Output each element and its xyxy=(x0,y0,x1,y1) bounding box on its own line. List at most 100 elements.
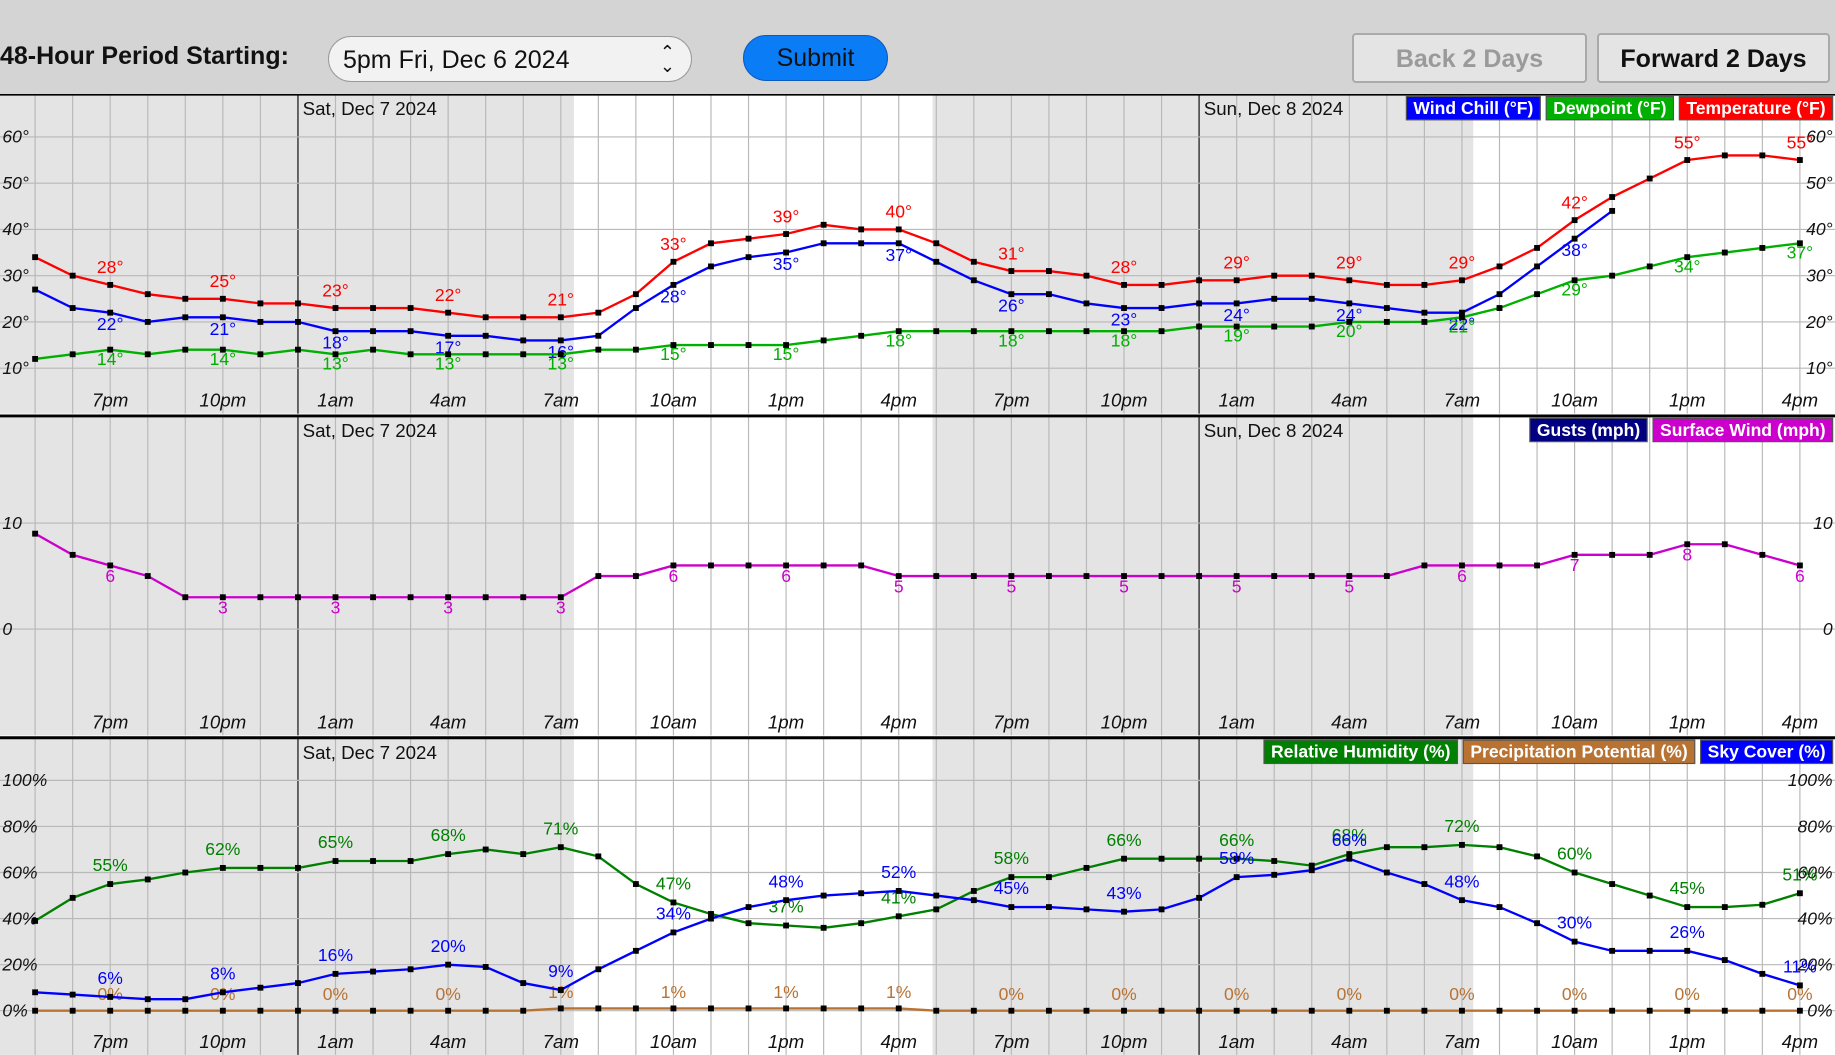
x-tick-label: 7pm xyxy=(92,1031,128,1052)
data-point xyxy=(1233,323,1240,330)
data-point xyxy=(1346,1007,1353,1014)
series-line xyxy=(35,857,1801,1001)
data-point xyxy=(970,258,977,265)
data-point xyxy=(895,888,902,894)
x-tick-label: 1pm xyxy=(1669,1031,1705,1052)
x-tick-label: 4am xyxy=(430,711,466,732)
forward-button[interactable]: Forward 2 Days xyxy=(1597,33,1830,83)
value-label: 43% xyxy=(1106,883,1141,903)
data-point xyxy=(1196,323,1203,330)
data-point xyxy=(1045,874,1052,881)
data-point xyxy=(1571,551,1578,558)
data-point xyxy=(708,240,714,247)
data-point xyxy=(482,314,489,321)
value-label: 1% xyxy=(661,982,686,1002)
data-point xyxy=(745,1005,752,1012)
data-point xyxy=(107,309,114,316)
night-shade xyxy=(0,95,574,414)
date-label: Sat, Dec 7 2024 xyxy=(303,742,437,763)
data-point xyxy=(820,240,827,247)
data-point xyxy=(1121,1007,1127,1014)
data-point xyxy=(933,240,940,247)
y-tick-label: 30° xyxy=(2,266,29,286)
x-tick-label: 1am xyxy=(1218,390,1254,411)
x-tick-label: 4am xyxy=(430,390,466,411)
data-point xyxy=(1083,864,1090,871)
value-label: 3 xyxy=(443,598,453,618)
data-point xyxy=(670,258,677,265)
value-label: 18° xyxy=(885,330,912,350)
data-point xyxy=(257,351,264,358)
data-point xyxy=(1684,541,1691,548)
data-point xyxy=(1759,970,1766,977)
x-tick-label: 1am xyxy=(317,711,353,732)
data-point xyxy=(1308,272,1315,279)
x-tick-label: 7pm xyxy=(993,390,1029,411)
data-point xyxy=(1609,1007,1616,1014)
data-point xyxy=(745,342,752,348)
data-point xyxy=(69,1007,76,1014)
value-label: 6 xyxy=(669,566,679,586)
submit-button[interactable]: Submit xyxy=(743,35,888,81)
y-tick-label: 10° xyxy=(1806,358,1833,378)
value-label: 37° xyxy=(885,245,912,265)
data-point xyxy=(783,1005,790,1012)
data-point xyxy=(332,970,339,977)
data-point xyxy=(820,924,827,931)
data-point xyxy=(1721,541,1728,548)
data-point xyxy=(1534,263,1540,270)
value-label: 71% xyxy=(543,818,578,838)
data-point xyxy=(1271,272,1278,279)
data-point xyxy=(1271,323,1278,330)
x-tick-label: 4am xyxy=(1331,1031,1367,1052)
data-point xyxy=(1383,318,1390,325)
data-point xyxy=(745,562,752,569)
data-point xyxy=(1383,573,1390,579)
data-point xyxy=(1496,1007,1503,1014)
data-point xyxy=(1196,1007,1203,1014)
data-point xyxy=(1571,938,1578,945)
data-point xyxy=(1008,328,1015,335)
series-line xyxy=(35,1007,1800,1012)
data-point xyxy=(1496,305,1503,311)
y-tick-label: 0% xyxy=(1807,1001,1832,1021)
period-select[interactable]: 5pm Fri, Dec 6 2024 ⌃ ⌄ xyxy=(328,36,692,82)
value-label: 16% xyxy=(318,945,353,965)
value-label: 24° xyxy=(1336,305,1363,325)
data-point xyxy=(595,1005,602,1012)
value-label: 25° xyxy=(210,271,237,291)
value-label: 22° xyxy=(97,314,124,334)
data-point xyxy=(407,328,414,335)
value-label: 5 xyxy=(894,576,904,596)
data-point xyxy=(1684,254,1691,261)
data-point xyxy=(520,314,527,321)
y-tick-label: 50° xyxy=(1806,173,1833,193)
data-point xyxy=(407,305,414,311)
back-button[interactable]: Back 2 Days xyxy=(1352,33,1587,83)
value-label: 37° xyxy=(1787,242,1814,262)
value-label: 66% xyxy=(1106,830,1141,850)
data-point xyxy=(332,351,339,358)
data-point xyxy=(933,906,940,913)
x-tick-label: 1pm xyxy=(768,390,804,411)
data-point xyxy=(69,894,76,901)
legend-swatch xyxy=(1652,417,1834,443)
data-point xyxy=(783,231,790,237)
data-point xyxy=(32,254,39,261)
value-label: 31° xyxy=(998,243,1025,263)
x-tick-label: 7am xyxy=(1444,1031,1480,1052)
date-label: Sat, Dec 7 2024 xyxy=(303,420,437,441)
x-tick-label: 10pm xyxy=(1101,1031,1148,1052)
series-line xyxy=(34,242,1801,361)
data-point xyxy=(332,328,339,335)
legend-entry: Relative Humidity (%) xyxy=(1271,742,1450,762)
x-tick-label: 10am xyxy=(650,390,697,411)
value-label: 13° xyxy=(548,354,575,374)
data-point xyxy=(632,947,639,954)
value-label: 15° xyxy=(660,344,687,364)
data-point xyxy=(1459,841,1465,848)
x-tick-label: 4pm xyxy=(881,390,917,411)
data-point xyxy=(107,1007,114,1014)
data-point xyxy=(1646,551,1653,558)
x-tick-label: 10pm xyxy=(1101,711,1148,732)
